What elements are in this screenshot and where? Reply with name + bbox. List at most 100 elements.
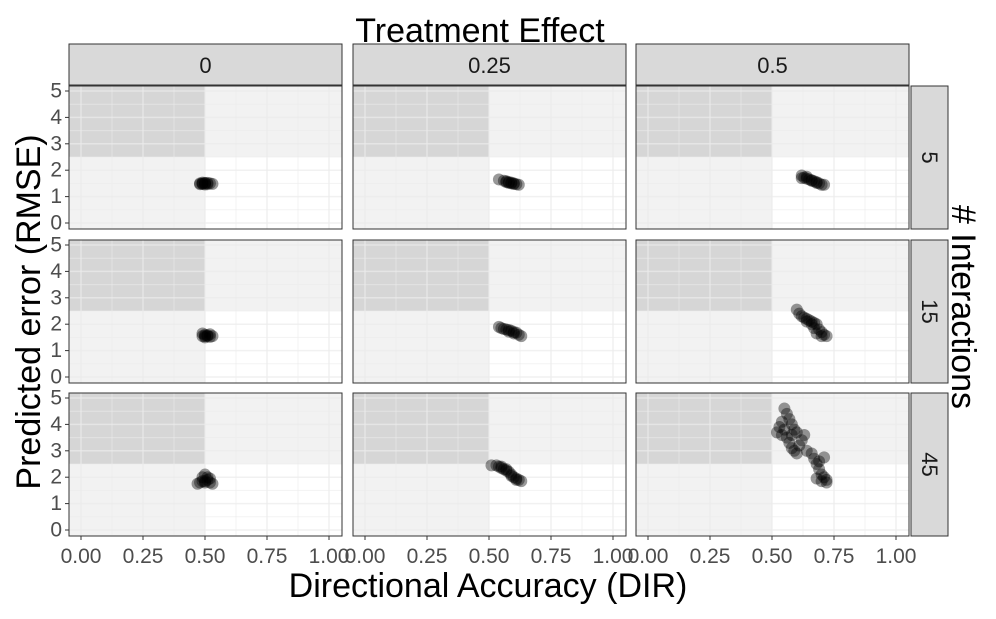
data-point <box>818 178 831 191</box>
column-strip-label: 0.25 <box>468 53 511 78</box>
y-tick-label: 3 <box>50 132 62 155</box>
data-point <box>505 468 518 481</box>
data-point <box>788 423 801 436</box>
y-tick-label: 0 <box>50 212 62 235</box>
data-point <box>492 460 505 473</box>
x-tick-label: 0.75 <box>531 545 572 568</box>
data-point <box>196 330 209 343</box>
data-point <box>201 471 214 484</box>
row-strip-label: 45 <box>917 452 942 476</box>
data-point <box>803 173 816 186</box>
data-point <box>808 175 821 188</box>
y-tick-label: 1 <box>50 185 62 208</box>
data-point <box>810 318 823 331</box>
data-point <box>206 477 219 490</box>
data-point <box>505 469 518 482</box>
data-point <box>515 330 528 343</box>
row-strip <box>910 85 949 230</box>
x-tick-label: 1.00 <box>593 545 634 568</box>
data-point <box>500 463 513 476</box>
row-strip <box>910 239 949 384</box>
data-point <box>203 177 216 190</box>
y-tick-label: 2 <box>50 159 62 182</box>
data-point <box>805 174 818 187</box>
y-tick-label: 5 <box>50 80 62 103</box>
data-point <box>795 172 808 185</box>
data-point <box>199 328 211 341</box>
x-tick-label: 0.50 <box>185 545 226 568</box>
data-point <box>805 318 818 331</box>
y-tick-label: 1 <box>50 339 62 362</box>
data-point <box>808 322 821 335</box>
data-point <box>500 176 513 189</box>
data-point <box>510 178 523 191</box>
data-point <box>815 178 828 191</box>
data-point <box>203 328 216 341</box>
data-point <box>790 303 803 316</box>
y-tick-label: 3 <box>50 286 62 309</box>
facet-panel <box>635 239 910 384</box>
data-point <box>495 322 508 335</box>
data-point <box>813 177 826 190</box>
data-point <box>773 421 786 434</box>
y-tick-label: 3 <box>50 439 62 462</box>
data-point <box>194 177 207 190</box>
data-point <box>194 178 207 191</box>
data-point <box>820 330 833 343</box>
x-tick-label: 0.75 <box>814 545 855 568</box>
facet-row-title: # Interactions <box>944 205 982 409</box>
panel-border <box>635 85 910 230</box>
data-point <box>196 176 209 189</box>
data-point <box>199 331 211 344</box>
shaded-region-overlap <box>69 86 205 157</box>
data-point <box>515 475 528 488</box>
data-point <box>191 477 204 490</box>
data-point <box>507 326 520 339</box>
data-point <box>203 472 216 485</box>
data-point <box>818 471 831 484</box>
data-point <box>795 434 808 447</box>
panel-border <box>68 239 343 384</box>
data-point <box>199 177 211 190</box>
data-point <box>780 407 793 420</box>
data-point <box>199 468 211 481</box>
row-strip-label: 5 <box>917 151 942 163</box>
data-point <box>790 447 803 460</box>
y-tick-label: 2 <box>50 313 62 336</box>
data-point <box>502 325 515 338</box>
data-point <box>510 326 523 339</box>
facet-panel: 0.00 0.25 0.50 0.75 1.00 <box>345 392 634 568</box>
data-point <box>203 476 216 489</box>
data-point <box>507 177 520 190</box>
x-tick-label: 0.00 <box>628 545 669 568</box>
data-point <box>775 415 788 428</box>
facet-panel <box>635 85 910 230</box>
data-point <box>800 315 813 328</box>
data-point <box>818 451 831 464</box>
x-tick-label: 0.00 <box>61 545 102 568</box>
data-point <box>500 323 513 336</box>
data-point <box>512 178 525 191</box>
data-point <box>196 475 209 488</box>
data-point <box>502 324 515 337</box>
data-point <box>780 431 793 444</box>
data-point <box>500 175 513 188</box>
x-tick-label: 1.00 <box>309 545 350 568</box>
data-point <box>795 310 808 323</box>
data-point <box>795 169 808 182</box>
data-point <box>815 468 828 481</box>
shaded-region-overlap <box>636 240 772 311</box>
data-point <box>785 442 798 455</box>
x-axis-title: Directional Accuracy (DIR) <box>289 567 688 605</box>
data-point <box>502 465 515 478</box>
shaded-region-overlap <box>353 240 489 311</box>
data-point <box>803 314 816 327</box>
data-point <box>492 320 505 333</box>
data-point <box>820 473 833 486</box>
facet-panel: 0.00 0.25 0.50 0.75 1.00 <box>628 392 916 568</box>
row-strip-label: 15 <box>917 299 942 323</box>
panel-border <box>635 239 910 384</box>
shaded-region-overlap <box>636 393 772 464</box>
data-point <box>783 436 796 449</box>
data-point <box>497 322 510 335</box>
